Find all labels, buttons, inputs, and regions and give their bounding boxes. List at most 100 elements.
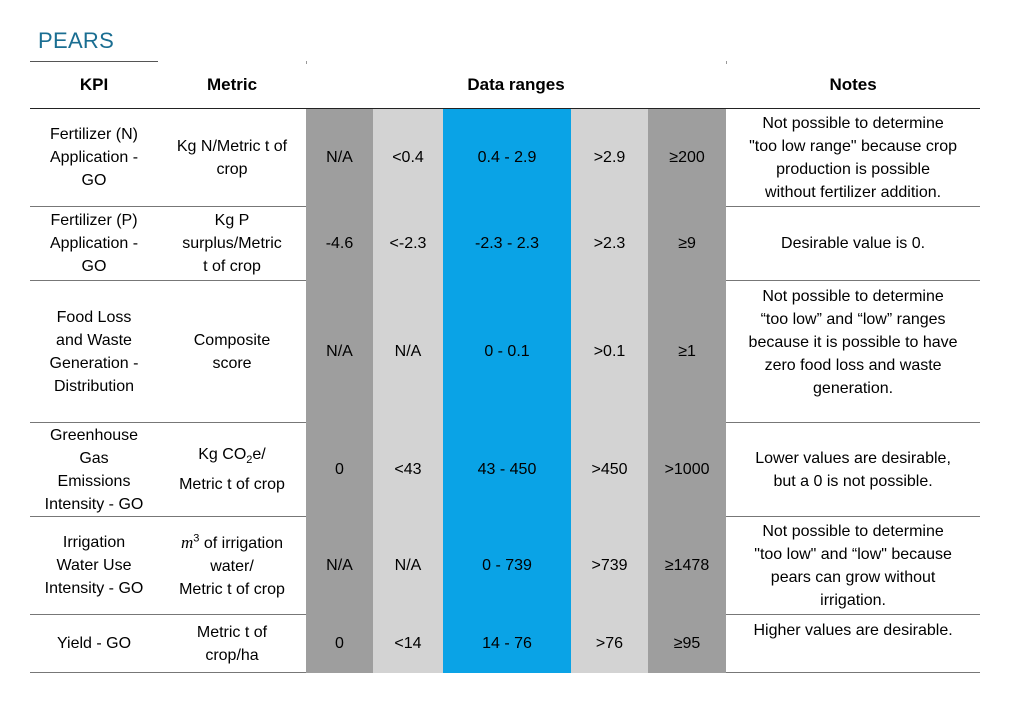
notes-cell: Not possible to determine “too low” and … — [726, 280, 981, 423]
kpi-line: Generation - — [49, 354, 139, 372]
notes-line: pears can grow without — [770, 568, 936, 586]
notes-line: but a 0 is not possible. — [773, 472, 933, 490]
range-too-low: N/A — [306, 280, 373, 423]
kpi-line: Intensity - GO — [44, 580, 144, 597]
range-too-high: ≥1 — [648, 280, 727, 423]
metric-line: t of crop — [203, 258, 261, 275]
notes-line: Higher values are desirable. — [753, 622, 953, 639]
metric-line: Metric t of crop — [179, 580, 285, 598]
range-too-low: N/A — [306, 108, 373, 207]
title-underline — [30, 61, 158, 62]
table-row: Irrigation Water Use Intensity - GO m3 o… — [30, 516, 981, 615]
kpi-line: Water Use — [56, 557, 132, 574]
notes-line: production is possible — [776, 160, 930, 178]
header-metric: Metric — [158, 62, 306, 109]
range-too-low: 0 — [306, 422, 373, 517]
kpi-line: Irrigation — [62, 534, 126, 551]
metric-math: m — [181, 532, 194, 552]
range-too-low: -4.6 — [306, 206, 373, 281]
notes-line: Not possible to determine — [762, 522, 944, 540]
table-row: Food Loss and Waste Generation - Distrib… — [30, 280, 981, 423]
range-desirable: 43 - 450 — [443, 422, 571, 517]
kpi-line: Intensity - GO — [44, 495, 144, 513]
metric-line: Composite — [193, 331, 271, 349]
notes-cell: Not possible to determine "too low range… — [726, 108, 981, 207]
page-title: PEARS — [38, 28, 115, 53]
notes-line: without fertilizer addition. — [765, 183, 942, 201]
kpi-cell: Yield - GO — [30, 614, 158, 673]
kpi-line: GO — [81, 172, 107, 189]
range-too-high: ≥9 — [648, 206, 727, 281]
range-too-low: 0 — [306, 614, 373, 673]
header-notes: Notes — [726, 62, 981, 109]
range-too-high: ≥200 — [648, 108, 727, 207]
metric-line: crop — [216, 160, 248, 178]
metric-line: Kg CO2e/ — [158, 443, 306, 472]
notes-line: generation. — [813, 380, 894, 397]
kpi-line: Gas — [79, 449, 109, 467]
kpi-line: GO — [81, 258, 107, 275]
kpi-line: Application - — [49, 149, 139, 166]
range-high: >0.1 — [571, 280, 648, 423]
range-low: <43 — [373, 422, 443, 517]
kpi-cell: Fertilizer (P) Application - GO — [30, 206, 158, 281]
metric-subscript: 2 — [246, 454, 253, 467]
metric-line: Kg P — [214, 212, 250, 229]
header-kpi: KPI — [30, 62, 158, 109]
range-high: >2.3 — [571, 206, 648, 281]
metric-line: Metric t of — [196, 623, 268, 641]
kpi-line: Distribution — [53, 377, 135, 395]
metric-text: of irrigation — [199, 534, 283, 552]
notes-line: Desirable value is 0. — [781, 235, 926, 252]
range-low: <0.4 — [373, 108, 443, 207]
metric-text: Kg CO — [198, 446, 247, 464]
metric-cell: Composite score — [158, 280, 306, 423]
metric-superscript: 3 — [193, 532, 200, 545]
table-row: Fertilizer (P) Application - GO Kg P sur… — [30, 206, 981, 281]
range-too-high: ≥1478 — [648, 516, 727, 615]
table-row: Fertilizer (N) Application - GO Kg N/Met… — [30, 108, 981, 207]
range-desirable: 0 - 0.1 — [443, 280, 571, 423]
notes-line: Not possible to determine — [762, 114, 944, 132]
range-desirable: -2.3 - 2.3 — [443, 206, 571, 281]
metric-cell: Metric t of crop/ha — [158, 614, 306, 673]
range-high: >76 — [571, 614, 648, 673]
notes-cell: Desirable value is 0. — [726, 206, 981, 281]
kpi-line: Fertilizer (N) — [50, 126, 138, 143]
metric-text: e/ — [252, 446, 266, 464]
kpi-line: Yield - GO — [56, 635, 132, 652]
metric-line: crop/ha — [205, 646, 259, 664]
range-too-high: >1000 — [648, 422, 727, 517]
notes-line: “too low” and “low” ranges — [760, 311, 946, 328]
metric-line: surplus/Metric — [182, 235, 282, 252]
notes-cell: Lower values are desirable, but a 0 is n… — [726, 422, 981, 517]
metric-line: water/ — [210, 557, 254, 575]
kpi-cell: Irrigation Water Use Intensity - GO — [30, 516, 158, 615]
notes-line: zero food loss and waste — [764, 357, 942, 374]
notes-line: "too low" and “low" because — [754, 545, 952, 563]
range-high: >450 — [571, 422, 648, 517]
notes-line: Lower values are desirable, — [755, 449, 951, 467]
kpi-cell: Food Loss and Waste Generation - Distrib… — [30, 280, 158, 423]
metric-cell: m3 of irrigation water/ Metric t of crop — [158, 516, 306, 615]
metric-cell: Kg P surplus/Metric t of crop — [158, 206, 306, 281]
notes-line: "too low range" because crop — [749, 137, 958, 155]
notes-cell: Not possible to determine "too low" and … — [726, 516, 981, 615]
kpi-line: Application - — [49, 235, 139, 252]
notes-line: irrigation. — [820, 591, 886, 609]
range-desirable: 0 - 739 — [443, 516, 571, 615]
range-low: N/A — [373, 516, 443, 615]
metric-line: Metric t of crop — [179, 475, 285, 493]
range-desirable: 0.4 - 2.9 — [443, 108, 571, 207]
notes-line: because it is possible to have — [748, 334, 958, 351]
range-high: >2.9 — [571, 108, 648, 207]
table-row: Yield - GO Metric t of crop/ha 0 <14 14 … — [30, 614, 981, 673]
range-too-low: N/A — [306, 516, 373, 615]
range-high: >739 — [571, 516, 648, 615]
kpi-cell: Greenhouse Gas Emissions Intensity - GO — [30, 422, 158, 517]
range-too-high: ≥95 — [648, 614, 727, 673]
range-desirable: 14 - 76 — [443, 614, 571, 673]
notes-line: Not possible to determine — [762, 288, 944, 305]
range-low: N/A — [373, 280, 443, 423]
table-row: Greenhouse Gas Emissions Intensity - GO … — [30, 422, 981, 517]
